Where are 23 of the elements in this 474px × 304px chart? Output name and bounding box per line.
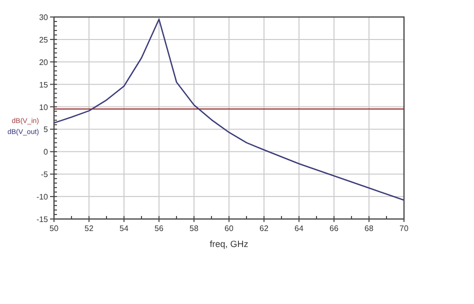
y-tick-label: -10 (36, 192, 49, 202)
x-tick-label: 54 (120, 224, 129, 233)
y-tick-label: -15 (36, 215, 49, 224)
x-tick-label: 60 (224, 224, 234, 233)
y-tick-label: 25 (39, 35, 49, 44)
x-tick-label: 52 (84, 224, 94, 233)
x-tick-label: 66 (330, 224, 339, 233)
x-tick-label: 62 (260, 224, 269, 233)
y-tick-label: 20 (39, 58, 49, 67)
x-axis-title: freq, GHz (210, 239, 249, 249)
x-tick-label: 56 (154, 224, 164, 233)
x-tick-label: 64 (294, 224, 304, 233)
x-tick-label: 68 (364, 224, 374, 233)
y-tick-label: 15 (39, 80, 49, 90)
y-tick-label: -5 (40, 170, 49, 180)
x-tick-label: 58 (190, 224, 199, 233)
y-tick-label: 10 (39, 102, 49, 112)
line-series (53, 18, 405, 201)
x-tick-label: 50 (50, 224, 59, 233)
y-tick-label: 5 (44, 125, 49, 134)
y-tick-label: 0 (44, 148, 49, 157)
y-tick-label: 30 (39, 13, 49, 22)
x-tick-label: 70 (400, 224, 409, 233)
